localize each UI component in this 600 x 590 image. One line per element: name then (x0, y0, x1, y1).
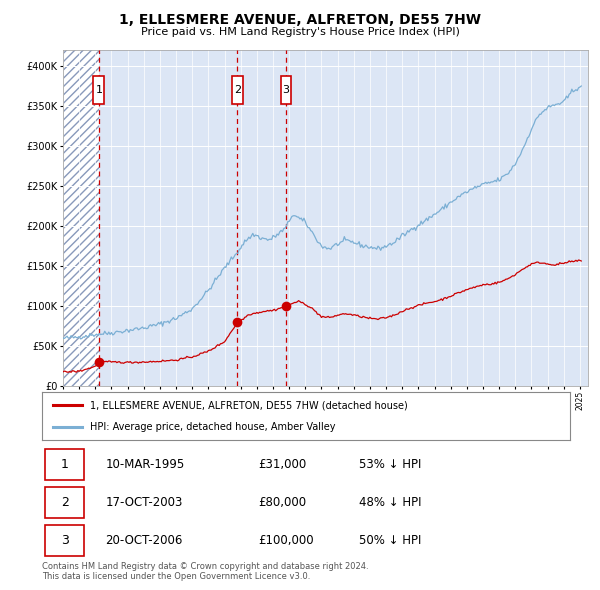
Text: 2: 2 (234, 85, 241, 95)
Text: 1: 1 (61, 458, 68, 471)
Text: 1, ELLESMERE AVENUE, ALFRETON, DE55 7HW: 1, ELLESMERE AVENUE, ALFRETON, DE55 7HW (119, 13, 481, 27)
FancyBboxPatch shape (44, 450, 84, 480)
Text: £80,000: £80,000 (259, 496, 307, 509)
Text: 3: 3 (61, 535, 68, 548)
Text: 1: 1 (95, 85, 103, 95)
FancyBboxPatch shape (94, 76, 104, 104)
FancyBboxPatch shape (232, 76, 242, 104)
Text: 50% ↓ HPI: 50% ↓ HPI (359, 535, 421, 548)
Text: 3: 3 (283, 85, 289, 95)
Text: 53% ↓ HPI: 53% ↓ HPI (359, 458, 421, 471)
Bar (63, 50, 100, 386)
FancyBboxPatch shape (44, 525, 84, 556)
Text: 48% ↓ HPI: 48% ↓ HPI (359, 496, 421, 509)
Text: £31,000: £31,000 (259, 458, 307, 471)
Text: 10-MAR-1995: 10-MAR-1995 (106, 458, 185, 471)
Text: 1, ELLESMERE AVENUE, ALFRETON, DE55 7HW (detached house): 1, ELLESMERE AVENUE, ALFRETON, DE55 7HW … (89, 400, 407, 410)
Text: 20-OCT-2006: 20-OCT-2006 (106, 535, 183, 548)
Text: Contains HM Land Registry data © Crown copyright and database right 2024.
This d: Contains HM Land Registry data © Crown c… (42, 562, 368, 581)
FancyBboxPatch shape (44, 487, 84, 519)
FancyBboxPatch shape (281, 76, 291, 104)
Text: 2: 2 (61, 496, 68, 509)
Text: Price paid vs. HM Land Registry's House Price Index (HPI): Price paid vs. HM Land Registry's House … (140, 27, 460, 37)
Text: £100,000: £100,000 (259, 535, 314, 548)
Text: 17-OCT-2003: 17-OCT-2003 (106, 496, 183, 509)
Text: HPI: Average price, detached house, Amber Valley: HPI: Average price, detached house, Ambe… (89, 422, 335, 432)
